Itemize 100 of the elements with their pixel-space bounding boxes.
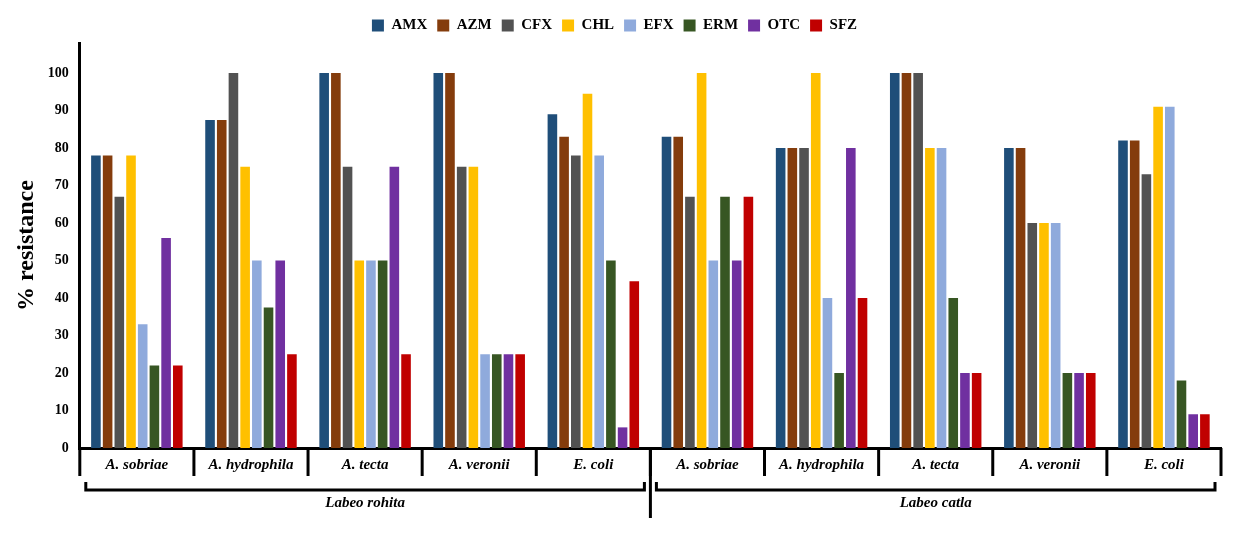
bar xyxy=(354,260,365,448)
bar xyxy=(1062,373,1073,448)
x-tick-label: A. sobriae xyxy=(104,455,169,472)
bar xyxy=(228,73,239,448)
legend-label: AMX xyxy=(391,16,428,33)
bar xyxy=(468,166,479,448)
bar xyxy=(401,354,411,448)
bar xyxy=(787,148,798,448)
legend-label: CHL xyxy=(581,16,615,33)
y-tick-label: 100 xyxy=(47,64,69,80)
bar xyxy=(515,354,525,448)
bar xyxy=(161,238,171,448)
bar xyxy=(126,155,136,448)
bar xyxy=(1118,140,1128,448)
bar xyxy=(1164,106,1175,448)
bar xyxy=(287,354,297,448)
y-tick-label: 60 xyxy=(54,214,69,230)
bar xyxy=(846,148,856,448)
y-tick-label: 10 xyxy=(54,402,69,418)
bar xyxy=(503,354,514,448)
bar xyxy=(936,148,947,448)
x-tick-label: A. veronii xyxy=(1018,455,1082,472)
bar xyxy=(720,196,730,448)
x-tick-label: A. tecta xyxy=(340,455,389,472)
x-tick-label: A. veronii xyxy=(447,455,511,472)
bar xyxy=(216,119,227,448)
bar xyxy=(1141,174,1152,448)
bar xyxy=(673,136,684,448)
legend-label: CFX xyxy=(521,16,553,33)
bar xyxy=(491,354,502,448)
bar xyxy=(1129,140,1140,448)
legend-label: ERM xyxy=(703,16,739,33)
bar xyxy=(685,196,695,448)
bar xyxy=(1200,414,1210,448)
bar xyxy=(456,166,467,448)
bar xyxy=(445,73,455,448)
legend-label: OTC xyxy=(767,16,801,33)
bar xyxy=(925,148,935,448)
bar xyxy=(102,155,113,448)
bar xyxy=(91,155,101,448)
bar xyxy=(252,260,262,448)
bar xyxy=(1015,148,1026,448)
x-tick-label: E. coli xyxy=(1142,455,1185,472)
bar xyxy=(799,148,809,448)
y-tick-label: 20 xyxy=(54,364,69,380)
bar xyxy=(582,93,593,448)
legend-label: AZM xyxy=(456,16,492,33)
bar xyxy=(1027,223,1038,448)
bar xyxy=(810,73,821,448)
bar xyxy=(948,298,959,448)
y-tick-label: 90 xyxy=(54,102,69,118)
legend-label: EFX xyxy=(643,16,674,33)
x-tick-label: A. sobriae xyxy=(675,455,740,472)
bar xyxy=(731,260,742,448)
y-tick-label: 40 xyxy=(54,289,69,305)
bar xyxy=(594,155,604,448)
y-tick-label: 0 xyxy=(61,439,69,455)
bar xyxy=(366,260,376,448)
bar xyxy=(743,196,754,448)
bar xyxy=(1039,223,1049,448)
bar xyxy=(331,73,341,448)
bar xyxy=(857,298,868,448)
bar xyxy=(661,136,672,448)
bar xyxy=(389,166,400,448)
bar xyxy=(480,354,490,448)
bar xyxy=(606,260,616,448)
bar xyxy=(617,427,628,448)
bar xyxy=(173,365,183,448)
bar xyxy=(822,298,833,448)
bar xyxy=(137,324,148,448)
bar xyxy=(263,307,274,448)
bar xyxy=(377,260,388,448)
bar xyxy=(342,166,353,448)
x-tick-label: E. coli xyxy=(572,455,615,472)
bar xyxy=(901,73,912,448)
bar xyxy=(1085,373,1096,448)
bar xyxy=(971,373,982,448)
bar xyxy=(559,136,569,448)
y-tick-label: 70 xyxy=(54,177,69,193)
y-tick-label: 30 xyxy=(54,327,69,343)
legend-label: SFZ xyxy=(829,16,858,33)
bar xyxy=(149,365,160,448)
x-tick-label: A. hydrophila xyxy=(207,455,294,472)
bar xyxy=(240,166,250,448)
bar xyxy=(629,281,640,448)
y-tick-label: 50 xyxy=(54,252,69,268)
bar xyxy=(205,119,215,448)
text: Labeo catla xyxy=(898,494,973,511)
bar xyxy=(960,373,970,448)
bar xyxy=(571,155,581,448)
bar xyxy=(1188,414,1198,448)
bar xyxy=(696,73,707,448)
bar xyxy=(114,196,125,448)
bar xyxy=(433,73,444,448)
x-tick-label: A. tecta xyxy=(911,455,960,472)
text: Labeo rohita xyxy=(324,494,406,511)
bar xyxy=(1004,148,1014,448)
bar xyxy=(1176,380,1187,448)
y-tick-label: 80 xyxy=(54,139,69,155)
bar xyxy=(547,114,558,448)
